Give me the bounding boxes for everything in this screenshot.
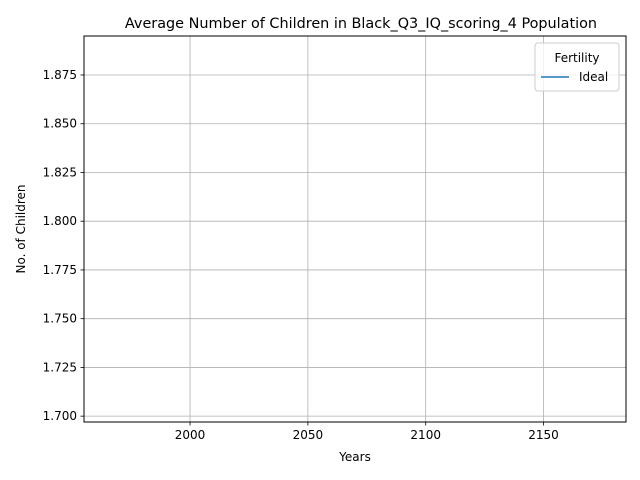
legend-entries: Ideal <box>541 70 608 84</box>
legend-box <box>534 42 620 92</box>
y-tick-label: 1.850 <box>43 117 77 131</box>
y-gridlines <box>84 74 626 417</box>
y-tick-label: 1.800 <box>43 214 77 228</box>
x-tick-label: 2050 <box>293 428 324 442</box>
x-tick-label: 2100 <box>410 428 441 442</box>
y-axis-label: No. of Children <box>14 184 28 273</box>
legend-label: Ideal <box>579 70 608 84</box>
plot-frame <box>83 35 627 423</box>
y-tick-label: 1.700 <box>43 409 77 423</box>
legend-title: Fertility <box>554 51 599 65</box>
x-axis-label: Years <box>338 450 371 464</box>
y-tick-label: 1.775 <box>43 263 77 277</box>
chart-title: Average Number of Children in Black_Q3_I… <box>125 16 597 32</box>
x-tick-label: 2000 <box>175 428 206 442</box>
legend: Fertility Ideal <box>534 42 620 92</box>
x-axis-ticks: 2000 2050 2100 2150 <box>175 422 559 442</box>
x-gridlines <box>189 36 544 422</box>
y-tick-label: 1.750 <box>43 312 77 326</box>
y-tick-label: 1.825 <box>43 165 77 179</box>
y-tick-label: 1.875 <box>43 68 77 82</box>
x-tick-label: 2150 <box>528 428 559 442</box>
y-axis-ticks: 1.700 1.725 1.750 1.775 1.800 1.825 1.850 1.875 <box>43 68 84 423</box>
y-tick-label: 1.725 <box>43 360 77 374</box>
